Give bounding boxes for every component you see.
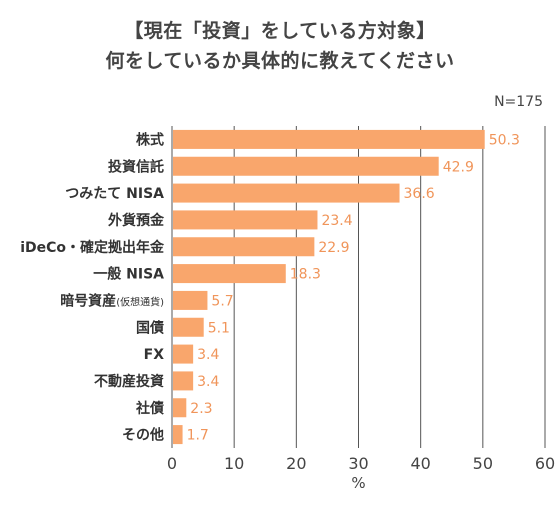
bar — [173, 425, 183, 445]
bar — [173, 129, 485, 149]
bar — [173, 210, 318, 230]
bar — [173, 290, 208, 310]
sample-size-label: N=175 — [494, 94, 543, 110]
data-label: 3.4 — [197, 347, 219, 363]
x-tick-label: 0 — [167, 454, 177, 473]
data-label: 22.9 — [318, 240, 349, 256]
category-label: つみたて NISA — [65, 186, 164, 202]
category-label: 投資信託 — [108, 158, 164, 175]
bar — [173, 398, 187, 418]
category-label: 不動産投資 — [94, 373, 164, 390]
category-label: 暗号資産(仮想通貨) — [60, 292, 164, 309]
category-label: 株式 — [136, 131, 164, 148]
data-label: 5.1 — [208, 320, 230, 336]
data-label: 1.7 — [187, 428, 209, 444]
category-label: iDeCo・確定拠出年金 — [20, 239, 165, 256]
category-label: FX — [144, 347, 165, 363]
data-label: 3.4 — [197, 374, 219, 390]
category-label: 社債 — [135, 400, 164, 417]
category-label: 一般 NISA — [93, 266, 164, 283]
bar — [173, 237, 315, 257]
chart-title-line1: 【現在「投資」をしている方対象】 — [124, 20, 436, 42]
x-tick-label: 40 — [410, 454, 430, 473]
x-tick-label: 50 — [473, 454, 493, 473]
chart-title-line2: 何をしているか具体的に教えてください — [105, 50, 455, 72]
x-tick-label: 30 — [348, 454, 368, 473]
x-axis-label: % — [351, 474, 365, 492]
bar — [173, 156, 439, 176]
bar — [173, 371, 194, 391]
x-tick-label: 60 — [535, 454, 555, 473]
bar — [173, 183, 400, 203]
category-label: 国債 — [136, 319, 164, 336]
bar — [173, 264, 286, 284]
data-label: 50.3 — [489, 132, 520, 148]
category-label: その他 — [122, 427, 164, 444]
bar — [173, 344, 194, 364]
data-label: 42.9 — [443, 159, 474, 175]
data-label: 5.7 — [211, 293, 233, 309]
x-tick-label: 10 — [224, 454, 244, 473]
x-tick-label: 20 — [286, 454, 306, 473]
bar — [173, 317, 204, 337]
data-label: 2.3 — [190, 401, 212, 417]
data-label: 36.6 — [404, 186, 435, 202]
category-label: 外貨預金 — [108, 212, 165, 229]
data-label: 18.3 — [290, 267, 321, 283]
data-label: 23.4 — [321, 213, 352, 229]
